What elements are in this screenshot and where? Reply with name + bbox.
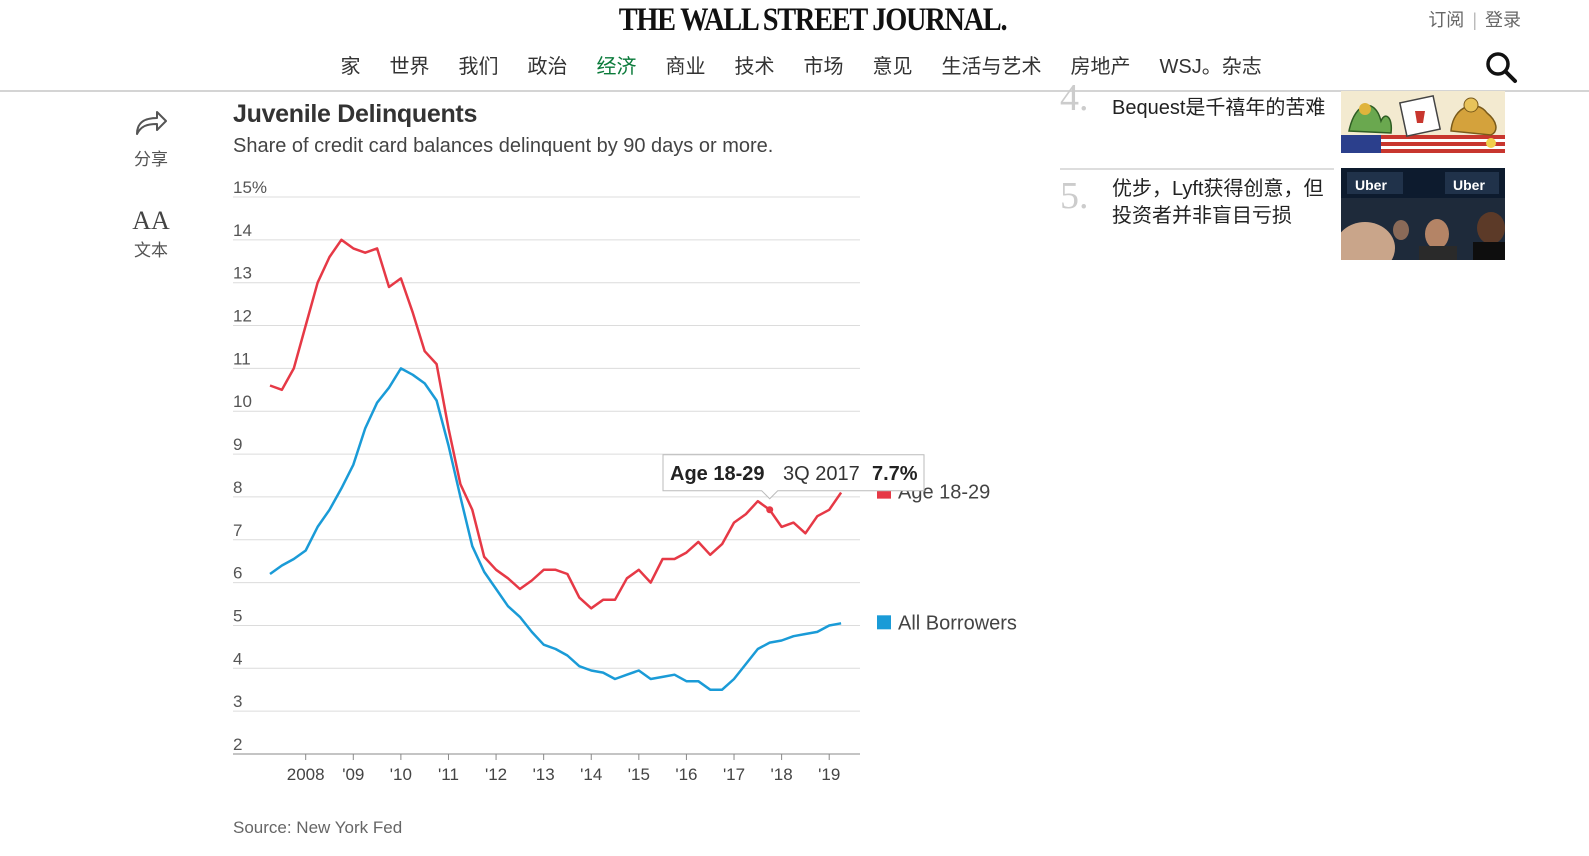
y-tick-label: 7 [233,521,242,540]
y-tick-label: 10 [233,392,252,411]
nav-item[interactable]: 意见 [872,56,913,78]
y-tick-label: 8 [233,478,242,497]
y-tick-label: 6 [233,564,242,583]
photo-thumbnail-icon: Uber Uber [1341,168,1505,260]
nav-item[interactable]: 市场 [803,56,844,78]
y-tick-label: 9 [233,435,242,454]
y-tick-label: 2 [233,735,242,754]
x-tick-label: '11 [438,765,459,784]
y-tick-label: 13 [233,264,252,283]
x-tick-label: '13 [533,765,555,784]
chart-svg[interactable]: 15% 14 13 12 11 10 9 8 7 6 5 4 3 2 2008 '09 '10 '11 '12 '13… [0,0,1060,856]
x-tick-label: '19 [818,765,840,784]
nav-item[interactable]: 生活与艺术 [941,56,1042,78]
tooltip-value: 7.7% [872,463,918,485]
nav-item[interactable]: 世界 [389,56,430,78]
share-button[interactable]: 分享 [128,108,174,170]
y-tick-label: 11 [233,349,251,368]
nav-item[interactable]: 家 [340,56,361,78]
search-button[interactable] [1484,50,1518,84]
x-tick-label: '12 [485,765,507,784]
text-size-icon: AA [132,206,170,235]
share-label: 分享 [134,150,168,169]
legend-label: All Borrowers [898,612,1017,634]
hover-point [766,506,774,514]
x-tick-label: 2008 [287,765,325,784]
nav-item[interactable]: 经济 [596,56,637,78]
text-size-label: 文本 [134,241,168,260]
rail-headline[interactable]: Bequest是千禧年的苦难 [1112,97,1326,119]
x-tick-label: '14 [580,765,602,784]
wsj-logo[interactable]: THE WALL STREET JOURNAL. [618,2,1008,38]
account-separator: | [1472,10,1477,30]
y-tick-label: 3 [233,692,242,711]
rail-thumb-4[interactable] [1341,91,1505,153]
series-line-age-18-29 [269,238,843,610]
rail-item-4[interactable]: 4. Bequest是千禧年的苦难 [1060,77,1334,170]
x-tick-label: '16 [675,765,697,784]
rail-item-5[interactable]: 5. 优步，Lyft获得创意，但投资者并非盲目亏损 [1060,168,1510,260]
chart-source: Source: New York Fed [233,818,403,837]
x-tick-label: '18 [771,765,793,784]
x-tick-label: '15 [628,765,650,784]
tooltip-period: 3Q 2017 [783,463,860,485]
nav-item[interactable]: 我们 [458,56,499,78]
y-tick-label: 5 [233,606,242,625]
nav-item[interactable]: 商业 [665,56,706,78]
legend-swatch [877,615,891,630]
masthead: THE WALL STREET JOURNAL. 订阅 | 登录 家 世界 我们 政治 经济… [0,0,1589,92]
account-links: 订阅 | 登录 [1428,6,1521,32]
y-tick-label: 14 [233,221,252,240]
y-tick-label: 15% [233,178,267,197]
y-tick-label: 12 [233,307,252,326]
x-tick-label: '17 [723,765,745,784]
x-tick-label: '09 [342,765,364,784]
series-line-all-borrowers [269,367,842,691]
chart-subtitle: Share of credit card balances delinquent… [233,135,774,157]
nav-item[interactable]: 政治 [527,56,568,78]
tooltip-series: Age 18-29 [670,463,765,485]
chart-title: Juvenile Delinquents [233,100,478,128]
main-nav: 家 世界 我们 政治 经济 商业 技术 市场 意见 生活与艺术 房地产 WSJ。杂志 [326,50,1276,79]
rail-headline[interactable]: 优步，Lyft获得创意，但投资者并非盲目亏损 [1112,178,1324,227]
login-link[interactable]: 登录 [1485,10,1521,30]
rail-number: 4. [1060,77,1089,119]
share-arrow-icon [136,111,167,135]
search-icon [1486,52,1517,83]
nav-item[interactable]: 房地产 [1070,56,1131,78]
uber-sign-1: Uber [1355,177,1387,193]
rail-thumb-5[interactable]: Uber Uber [1341,168,1505,260]
cartoon-thumbnail-icon [1341,91,1505,153]
y-tick-label: 4 [233,649,242,668]
subscribe-link[interactable]: 订阅 [1428,10,1465,30]
tooltip-box [662,454,925,500]
rail-number: 5. [1060,175,1089,217]
uber-sign-2: Uber [1453,177,1485,193]
text-size-button[interactable]: AA 文本 [128,208,174,261]
x-tick-label: '10 [390,765,412,784]
nav-item[interactable]: WSJ。杂志 [1159,56,1262,78]
nav-item[interactable]: 技术 [734,56,775,78]
